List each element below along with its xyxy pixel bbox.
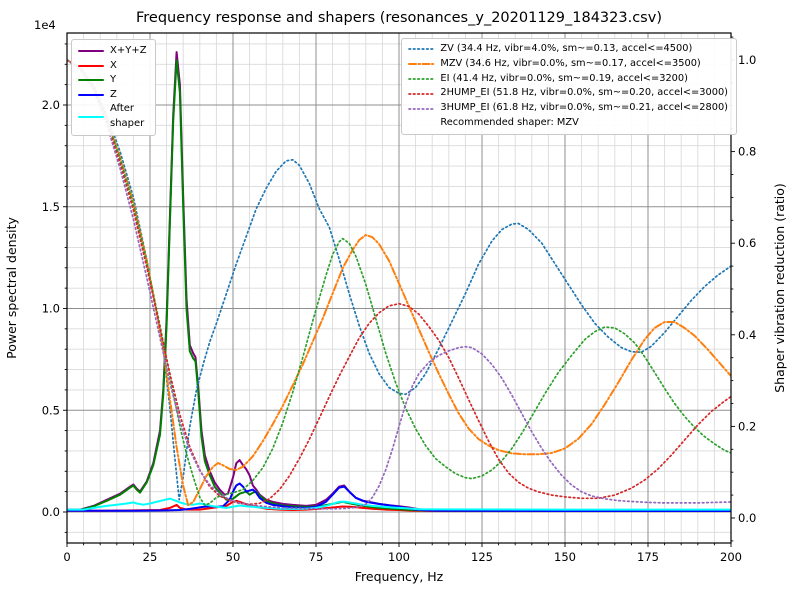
svg-text:0.2: 0.2	[738, 419, 756, 433]
legend-recommended-shaper: Recommended shaper: MZV	[408, 116, 728, 131]
svg-text:2.0: 2.0	[42, 98, 60, 112]
legend-item-mzv: MZV (34.6 Hz, vibr=0.0%, sm~=0.17, accel…	[408, 57, 728, 72]
legend-label: MZV (34.6 Hz, vibr=0.0%, sm~=0.17, accel…	[440, 57, 701, 69]
legend-label: X	[110, 59, 117, 71]
legend-label: Y	[110, 74, 117, 85]
svg-text:0: 0	[63, 550, 70, 564]
3hump-ei-line-swatch	[408, 105, 435, 113]
svg-text:0.0: 0.0	[42, 505, 60, 519]
svg-text:1.0: 1.0	[42, 302, 60, 316]
svg-text:0.0: 0.0	[738, 511, 756, 525]
legend-item-zv: ZV (34.4 Hz, vibr=4.0%, sm~=0.13, accel<…	[408, 42, 728, 57]
legend-item-xyz: X+Y+Z	[78, 44, 147, 59]
plot-area: 0 25 50 75 100 125 150 175 200 0.0 0.5 1.0 1.5 2.0 0.0…	[42, 32, 756, 564]
chart-title: Frequency response and shapers (resonanc…	[136, 10, 662, 26]
x-axis-label: Frequency, Hz	[355, 569, 444, 584]
svg-text:75: 75	[309, 550, 324, 564]
legend-handle-spacer	[408, 119, 434, 127]
svg-text:175: 175	[637, 550, 659, 564]
legend-label: 3HUMP_EI (61.8 Hz, vibr=0.0%, sm~=0.21, …	[440, 102, 728, 114]
legend-label: X+Y+Z	[110, 45, 147, 56]
legend-label: 2HUMP_EI (51.8 Hz, vibr=0.0%, sm~=0.20, …	[440, 87, 728, 99]
legend-item-y: Y	[78, 73, 147, 88]
legend-item-after-shaper: After shaper	[78, 102, 147, 131]
svg-text:125: 125	[471, 550, 493, 564]
legend-shapers: ZV (34.4 Hz, vibr=4.0%, sm~=0.13, accel<…	[401, 38, 737, 135]
svg-text:100: 100	[388, 550, 410, 564]
y-left-offset-label: 1e4	[34, 18, 56, 32]
legend-label: Z	[110, 88, 117, 100]
legend-label: EI (41.4 Hz, vibr=0.0%, sm~=0.19, accel<…	[440, 72, 688, 84]
zv-line-swatch	[408, 45, 435, 53]
svg-text:0.4: 0.4	[738, 328, 756, 342]
svg-text:25: 25	[143, 550, 158, 564]
svg-text:50: 50	[226, 550, 241, 564]
svg-text:150: 150	[554, 550, 576, 564]
xyz-line-swatch	[78, 47, 104, 55]
mzv-line-swatch	[408, 60, 435, 68]
z-line-swatch	[78, 91, 104, 99]
svg-text:1.5: 1.5	[42, 200, 60, 214]
svg-text:0.8: 0.8	[738, 145, 756, 159]
legend-item-2hump-ei: 2HUMP_EI (51.8 Hz, vibr=0.0%, sm~=0.20, …	[408, 86, 728, 101]
x-line-swatch	[78, 62, 104, 70]
svg-text:0.6: 0.6	[738, 236, 756, 250]
svg-text:200: 200	[720, 550, 742, 564]
after-shaper-line-swatch	[78, 113, 104, 121]
legend-item-ei: EI (41.4 Hz, vibr=0.0%, sm~=0.19, accel<…	[408, 72, 728, 87]
legend-psd: X+Y+Z X Y Z After shaper	[71, 39, 156, 136]
legend-label: ZV (34.4 Hz, vibr=4.0%, sm~=0.13, accel<…	[440, 43, 693, 54]
recommended-shaper-text: Recommended shaper: MZV	[440, 116, 579, 128]
y-right-axis-label: Shaper vibration reduction (ratio)	[772, 183, 787, 393]
y-left-axis-label: Power spectral density	[4, 217, 19, 359]
legend-item-z: Z	[78, 88, 147, 103]
legend-item-3hump-ei: 3HUMP_EI (61.8 Hz, vibr=0.0%, sm~=0.21, …	[408, 101, 728, 116]
y-line-swatch	[78, 76, 104, 84]
legend-item-x: X	[78, 59, 147, 74]
2hump-ei-line-swatch	[408, 90, 435, 98]
ei-line-swatch	[408, 75, 435, 83]
svg-text:1.0: 1.0	[738, 53, 756, 67]
svg-text:0.5: 0.5	[42, 403, 60, 417]
legend-label: After shaper	[110, 103, 145, 129]
